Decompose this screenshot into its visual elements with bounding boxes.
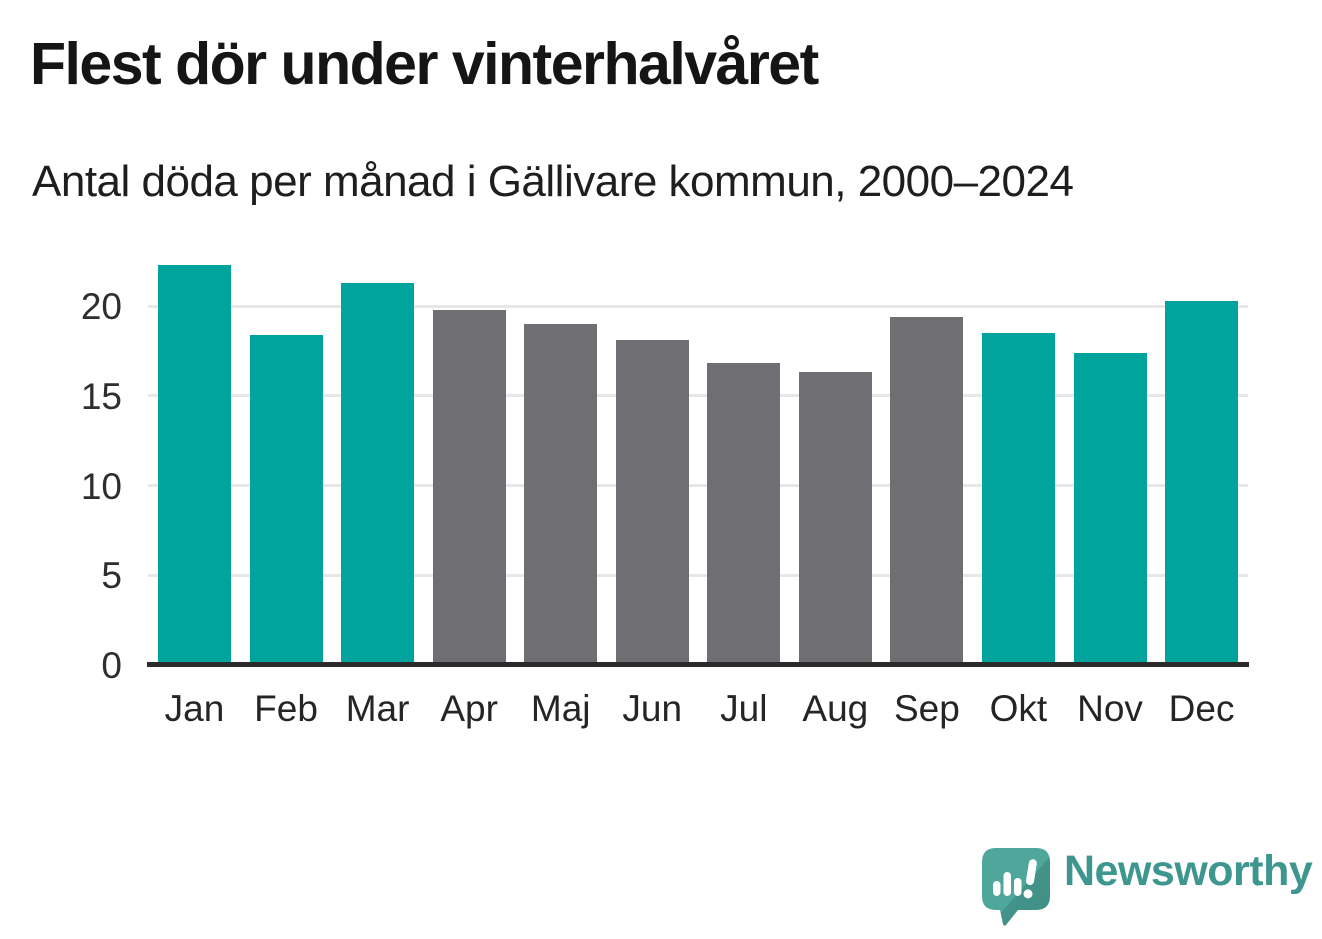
bar-sep bbox=[890, 316, 964, 665]
bar-mar bbox=[341, 282, 415, 665]
x-axis-tick-label-jan: Jan bbox=[164, 688, 225, 729]
x-axis-tick-label-sep: Sep bbox=[893, 688, 960, 729]
bar-aug bbox=[798, 372, 872, 665]
gridline-y-20 bbox=[148, 304, 1248, 308]
x-axis-tick-label-okt: Okt bbox=[989, 688, 1048, 729]
gridline-y-10 bbox=[148, 484, 1248, 487]
y-axis-tick-label-0: 0 bbox=[101, 645, 122, 686]
bar-nov bbox=[1073, 352, 1147, 665]
y-axis-tick-label-5: 5 bbox=[101, 555, 122, 597]
newsworthy-logo: Newsworthy bbox=[982, 847, 1313, 926]
bar-dec bbox=[1165, 300, 1239, 665]
bar-jun bbox=[615, 340, 689, 665]
bar-apr bbox=[432, 309, 506, 665]
newsworthy-logo-icon bbox=[982, 848, 1050, 926]
x-axis-line bbox=[147, 662, 1249, 667]
gridline-y-15 bbox=[148, 394, 1248, 398]
bar-maj bbox=[524, 323, 598, 665]
bar-jul bbox=[707, 363, 781, 665]
y-axis-tick-label-15: 15 bbox=[80, 375, 122, 417]
x-axis-tick-label-aug: Aug bbox=[802, 688, 869, 729]
page-title: Flest dör under vinterhalvåret bbox=[30, 31, 819, 97]
newsworthy-logo-text: Newsworthy bbox=[1064, 847, 1313, 895]
y-axis-tick-label-10: 10 bbox=[80, 465, 122, 507]
x-axis-tick-label-jul: Jul bbox=[720, 688, 768, 729]
chart-subtitle: Antal döda per månad i Gällivare kommun,… bbox=[32, 157, 1074, 206]
x-axis-tick-label-dec: Dec bbox=[1168, 688, 1235, 729]
bar-okt bbox=[981, 332, 1055, 665]
bar-jan bbox=[158, 264, 231, 665]
x-axis-tick-label-apr: Apr bbox=[440, 688, 498, 729]
x-axis-tick-label-nov: Nov bbox=[1077, 688, 1143, 729]
x-axis-tick-label-feb: Feb bbox=[254, 688, 318, 729]
x-axis-tick-label-maj: Maj bbox=[530, 688, 591, 729]
x-axis-tick-label-jun: Jun bbox=[622, 688, 683, 729]
x-axis-tick-label-mar: Mar bbox=[345, 688, 410, 729]
gridline-y-5 bbox=[148, 573, 1248, 577]
bar-feb bbox=[249, 334, 323, 665]
y-axis-tick-label-20: 20 bbox=[80, 286, 122, 327]
plot-area bbox=[147, 255, 1249, 667]
